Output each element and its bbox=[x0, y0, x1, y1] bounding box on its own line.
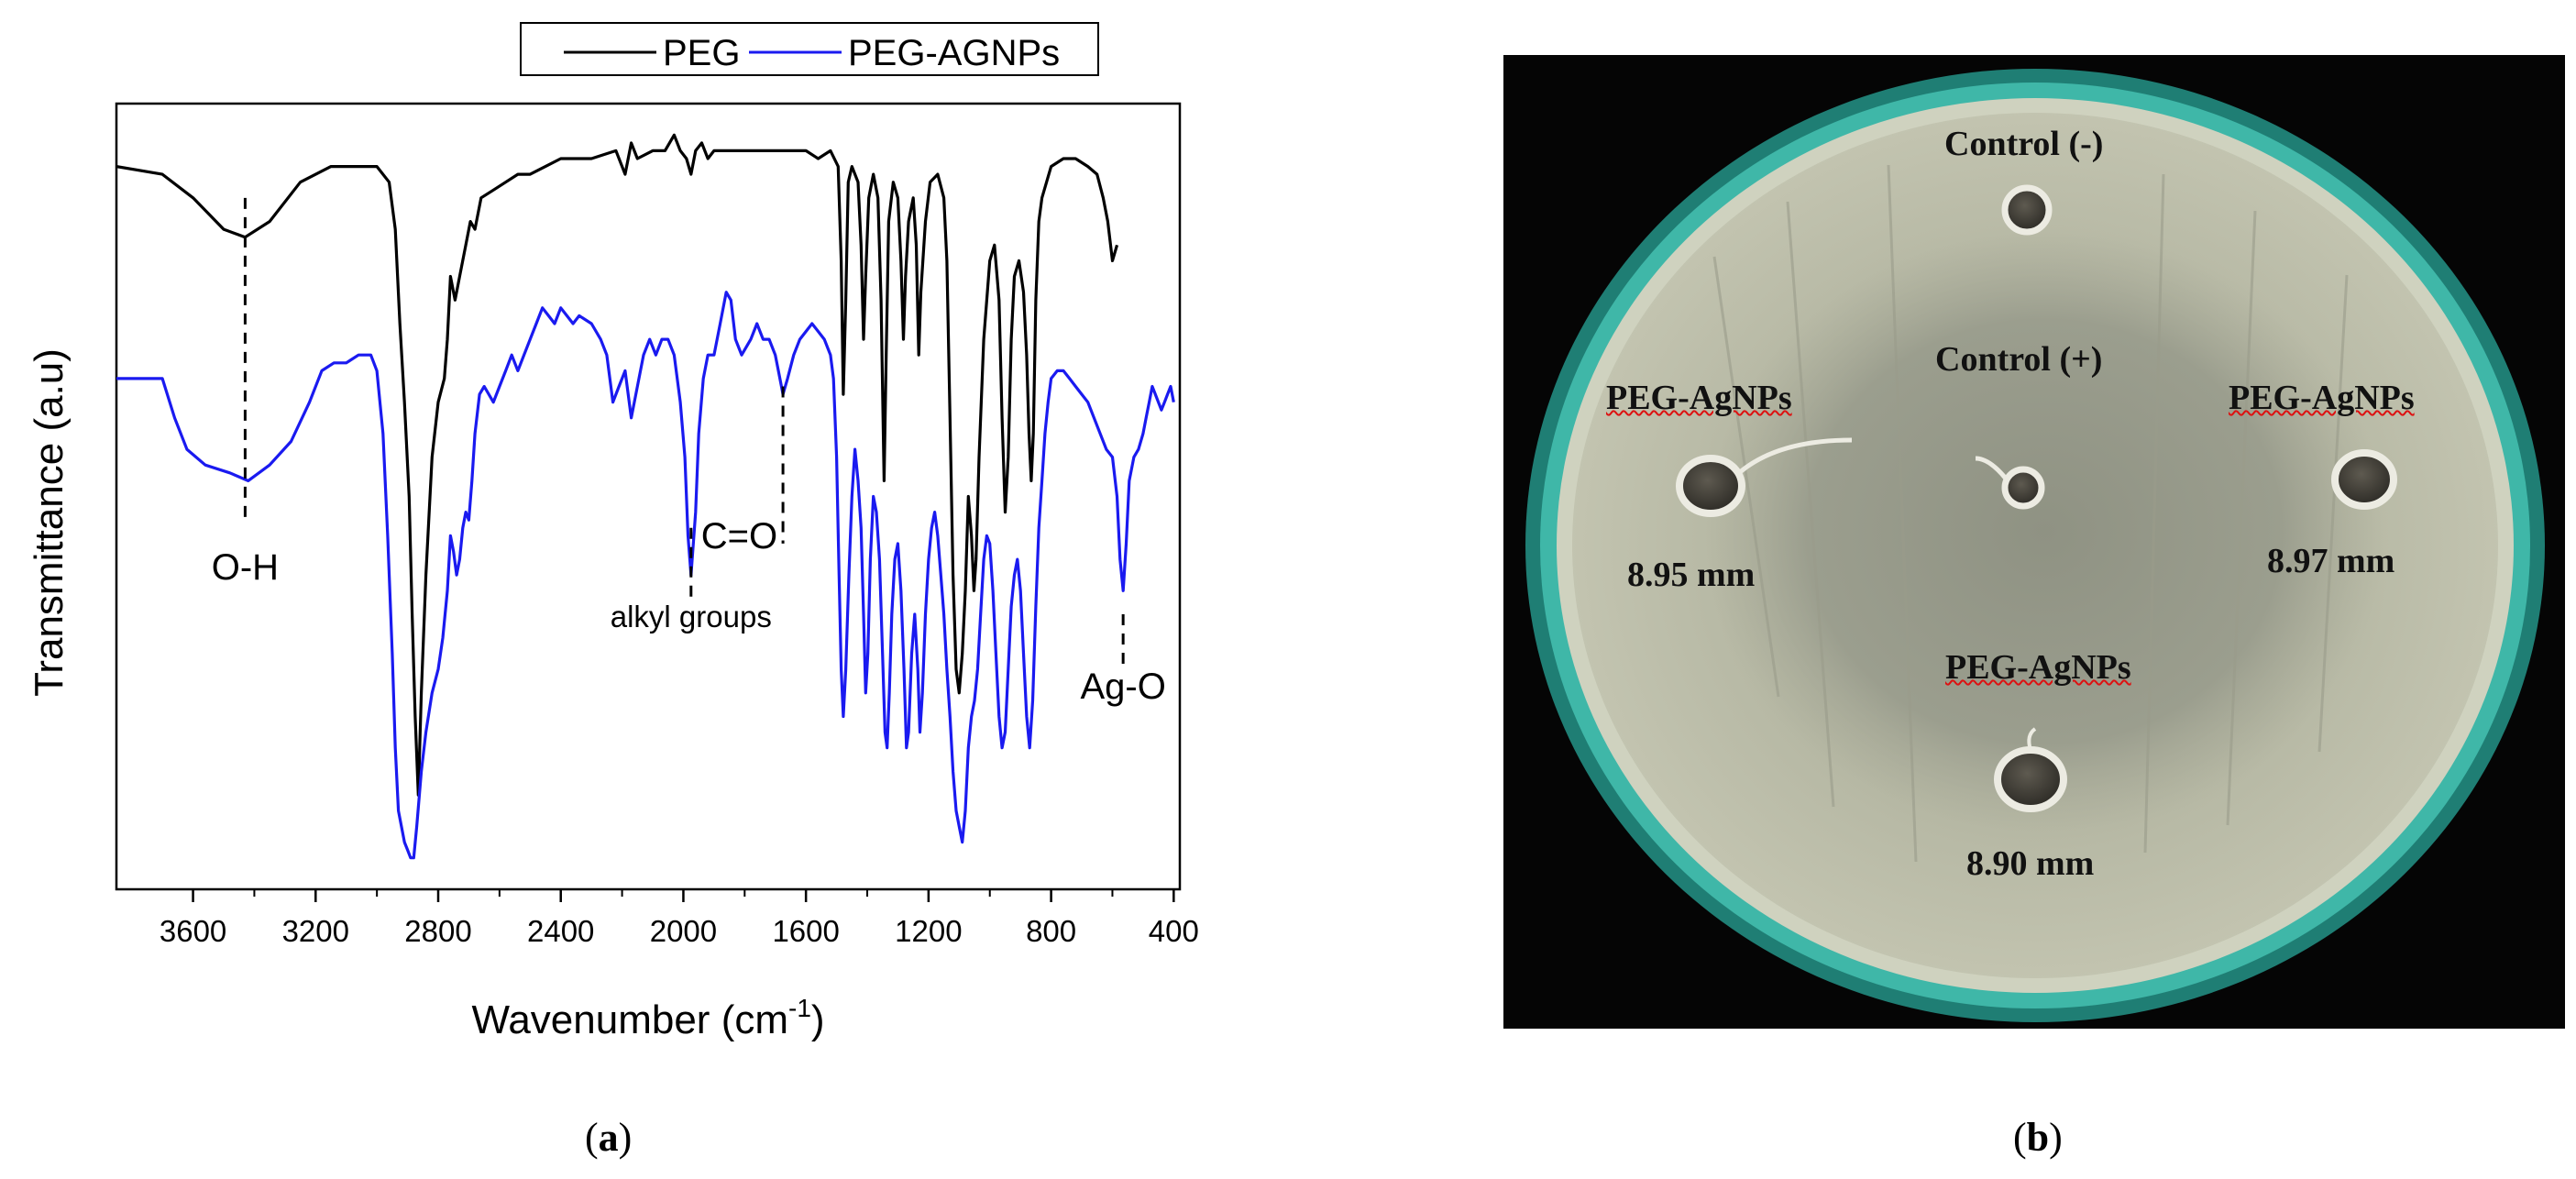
panel-b-open: ( bbox=[2013, 1115, 2027, 1160]
x-axis-label: Wavenumber (cm-1) bbox=[471, 994, 824, 1042]
label-control-negative: Control (-) bbox=[1944, 125, 2104, 163]
streak bbox=[2317, 274, 2349, 753]
x-tick-label: 800 bbox=[1026, 914, 1076, 948]
y-axis-label: Transmittance (a.u) bbox=[27, 348, 72, 697]
well-bottom-sample bbox=[1994, 746, 2067, 812]
well-control-positive-spread bbox=[1975, 456, 2008, 480]
plot-frame bbox=[115, 102, 1182, 891]
ftir-chart: PEG PEG-AGNPs 3600 3200 2800 2400 2000 1600 12… bbox=[27, 22, 1199, 1042]
x-tick-label: 1200 bbox=[895, 914, 962, 948]
panel-b-close: ) bbox=[2049, 1115, 2063, 1160]
label-left-sample: PEG-AgNPs bbox=[1606, 379, 1792, 417]
well-right-sample bbox=[2331, 449, 2397, 510]
x-tick-label: 2400 bbox=[527, 914, 594, 948]
series-line-peg bbox=[116, 133, 1119, 797]
petri-dish-graphic bbox=[1525, 69, 2545, 1022]
annotation-layer: O-H alkyl groups C=O Ag-O bbox=[212, 197, 1166, 707]
label-right-sample: PEG-AgNPs bbox=[2229, 379, 2415, 417]
annotation-label: C=O bbox=[701, 516, 777, 556]
x-axis-label-main: Wavenumber (cm bbox=[471, 997, 788, 1042]
panel-a-label: (a) bbox=[585, 1114, 632, 1161]
x-tick-label: 400 bbox=[1149, 914, 1199, 948]
legend: PEG PEG-AGNPs bbox=[520, 22, 1099, 76]
well-control-negative bbox=[2001, 184, 2053, 236]
panel-a-open: ( bbox=[585, 1115, 599, 1160]
label-left-zone: 8.95 mm bbox=[1627, 556, 1756, 594]
well-control-positive bbox=[2001, 466, 2045, 510]
series-layer bbox=[116, 133, 1175, 860]
streak bbox=[2143, 173, 2165, 854]
streak bbox=[2226, 210, 2257, 826]
label-right-zone: 8.97 mm bbox=[2267, 542, 2395, 580]
series-line-peg-agnps bbox=[116, 291, 1175, 860]
annotation-label: Ag-O bbox=[1080, 667, 1165, 707]
x-tick-label: 1600 bbox=[772, 914, 839, 948]
x-tick-label: 2800 bbox=[404, 914, 471, 948]
streak bbox=[1712, 256, 1780, 698]
x-tick-label: 3600 bbox=[160, 914, 226, 948]
well-left-sample bbox=[1676, 455, 1745, 517]
legend-label-peg-agnps: PEG-AGNPs bbox=[848, 33, 1060, 73]
legend-box bbox=[520, 22, 1099, 76]
label-bottom-zone: 8.90 mm bbox=[1966, 844, 2095, 883]
panel-a-letter: a bbox=[598, 1115, 619, 1160]
well-bottom-sample-spread bbox=[2027, 727, 2037, 751]
inhibition-zone bbox=[1705, 229, 2383, 834]
streak bbox=[1786, 201, 1835, 808]
annotation-label: alkyl groups bbox=[611, 600, 772, 634]
annotation-label: O-H bbox=[212, 547, 279, 588]
panel-b-label: (b) bbox=[2013, 1114, 2063, 1161]
panel-a-close: ) bbox=[618, 1115, 633, 1160]
petri-dish-photo: Control (-) Control (+) PEG-AgNPs PEG-Ag… bbox=[1503, 55, 2565, 1029]
x-axis-label-sup: -1 bbox=[788, 994, 811, 1022]
well-left-sample-spread bbox=[1738, 437, 1853, 474]
label-control-positive: Control (+) bbox=[1935, 340, 2103, 379]
x-tick-label: 2000 bbox=[650, 914, 717, 948]
x-axis: 3600 3200 2800 2400 2000 1600 1200 800 400 bbox=[160, 889, 1199, 948]
panel-b-letter: b bbox=[2026, 1115, 2050, 1160]
x-axis-label-close: ) bbox=[811, 997, 825, 1042]
x-tick-label: 3200 bbox=[282, 914, 349, 948]
streak bbox=[1887, 164, 1918, 863]
agar-streaks bbox=[1712, 164, 2349, 863]
label-bottom-sample: PEG-AgNPs bbox=[1945, 648, 2131, 687]
legend-label-peg: PEG bbox=[663, 33, 740, 73]
